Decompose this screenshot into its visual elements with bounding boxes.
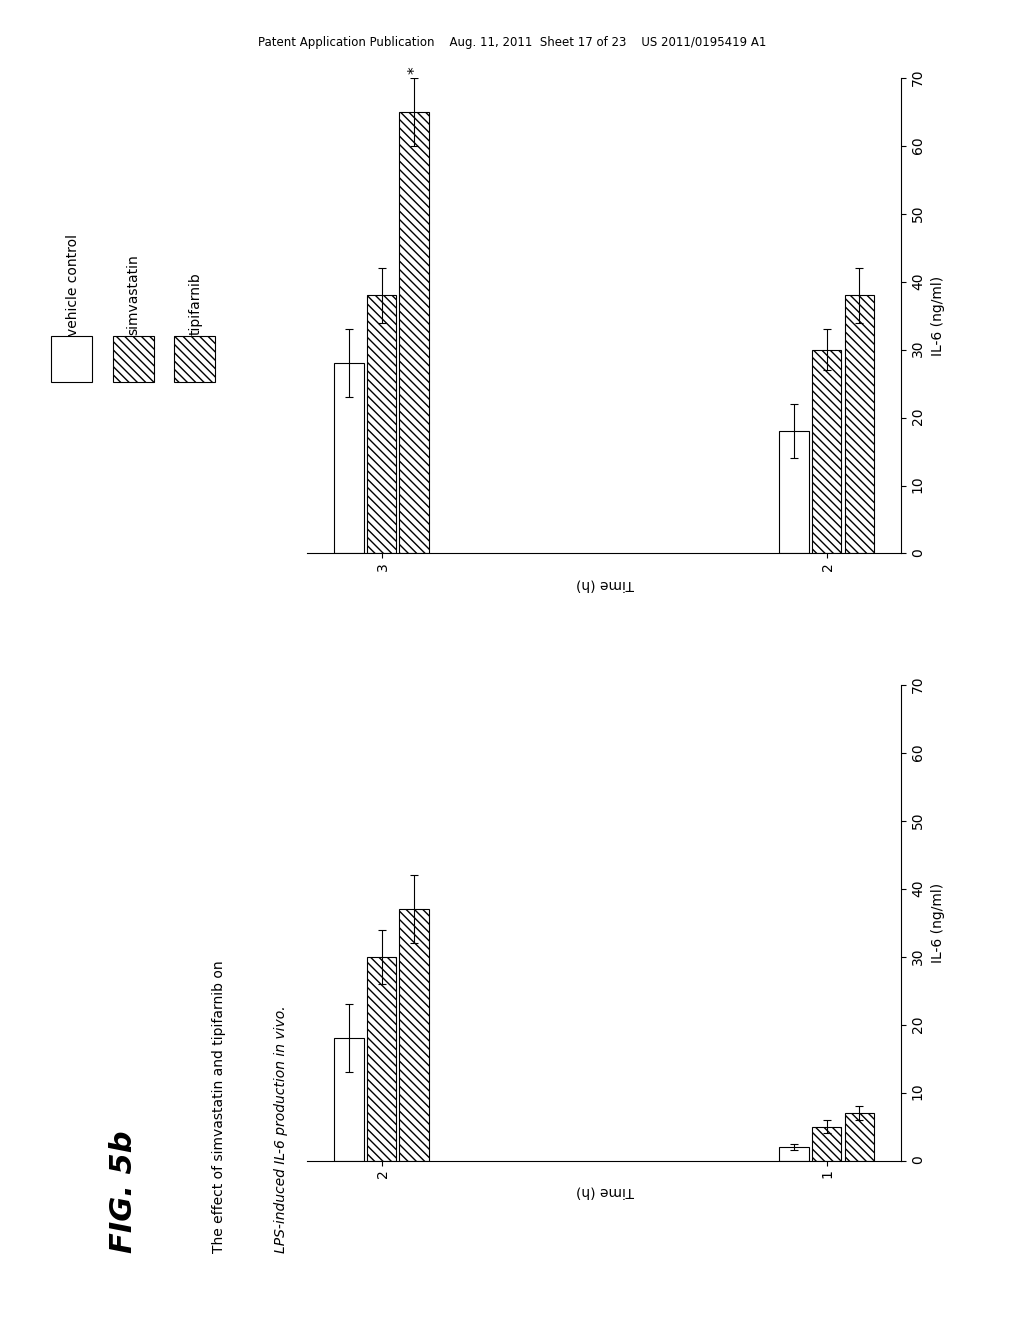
Text: Patent Application Publication    Aug. 11, 2011  Sheet 17 of 23    US 2011/01954: Patent Application Publication Aug. 11, … — [258, 36, 766, 49]
